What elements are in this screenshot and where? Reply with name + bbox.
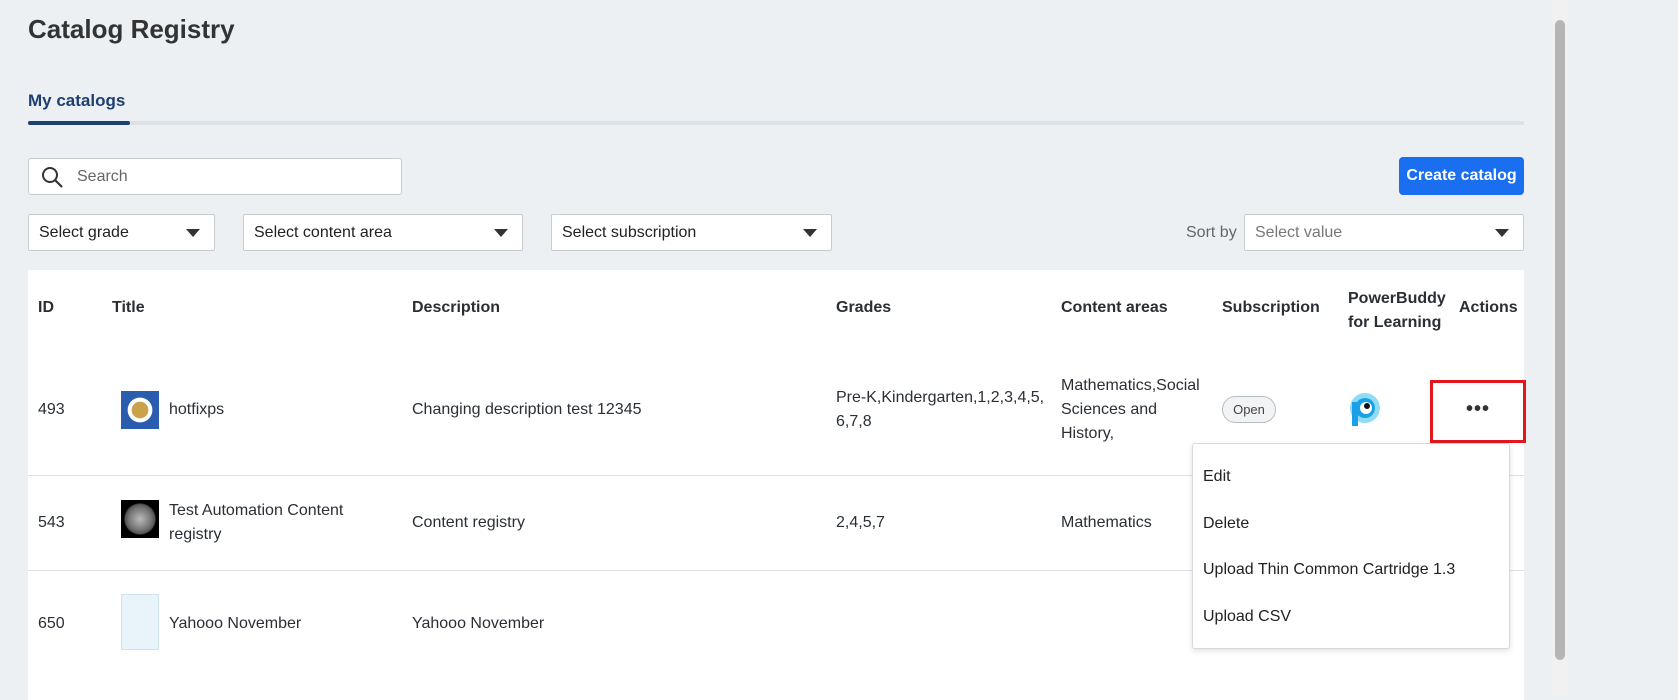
column-header-description: Description bbox=[412, 299, 501, 316]
row-divider bbox=[28, 475, 1524, 476]
column-header-grades: Grades bbox=[836, 299, 892, 316]
column-header-title: Title bbox=[112, 299, 145, 316]
row-description: Changing description test 12345 bbox=[412, 401, 642, 418]
row-grades: 2,4,5,7 bbox=[836, 514, 885, 531]
menu-item-delete[interactable]: Delete bbox=[1203, 515, 1250, 532]
chevron-down-icon bbox=[186, 228, 200, 237]
menu-item-edit[interactable]: Edit bbox=[1203, 468, 1231, 485]
chevron-down-icon bbox=[1495, 228, 1509, 237]
create-catalog-button[interactable]: Create catalog bbox=[1399, 157, 1524, 195]
row-grades: Pre-K,Kindergarten,1,2,3,4,5,6,7,8 bbox=[836, 389, 1045, 430]
subscription-badge: Open bbox=[1222, 396, 1276, 423]
subscription-select-value: Select subscription bbox=[562, 223, 697, 241]
grade-select-value: Select grade bbox=[39, 223, 129, 241]
grade-select[interactable]: Select grade bbox=[28, 214, 215, 251]
powerbuddy-icon bbox=[1350, 393, 1380, 426]
search-icon bbox=[42, 166, 63, 188]
tab-active-indicator bbox=[28, 121, 130, 125]
column-header-subscription: Subscription bbox=[1222, 299, 1320, 316]
menu-item-upload-csv[interactable]: Upload CSV bbox=[1203, 608, 1292, 625]
highlight-box bbox=[1430, 380, 1526, 443]
row-title[interactable]: Yahooo November bbox=[169, 615, 302, 632]
sort-select-value: Select value bbox=[1255, 223, 1343, 241]
actions-menu: Edit Delete Upload Thin Common Cartridge… bbox=[1192, 443, 1510, 649]
search-input[interactable] bbox=[77, 167, 377, 186]
chevron-down-icon bbox=[494, 228, 508, 237]
row-content-areas: Mathematics bbox=[1061, 514, 1152, 531]
row-id: 650 bbox=[38, 615, 65, 632]
tab-my-catalogs[interactable]: My catalogs bbox=[28, 91, 126, 110]
sort-by-label: Sort by bbox=[1186, 224, 1237, 241]
scrollbar-thumb[interactable] bbox=[1555, 20, 1565, 660]
catalog-thumbnail bbox=[121, 500, 159, 538]
menu-item-upload-thin-cc[interactable]: Upload Thin Common Cartridge 1.3 bbox=[1203, 561, 1456, 578]
column-header-powerbuddy: PowerBuddy for Learning bbox=[1348, 290, 1446, 331]
row-description: Content registry bbox=[412, 514, 525, 531]
row-id: 543 bbox=[38, 514, 65, 531]
row-divider bbox=[28, 570, 1524, 571]
content-area-select-value: Select content area bbox=[254, 223, 392, 241]
row-id: 493 bbox=[38, 401, 65, 418]
page-title: Catalog Registry bbox=[28, 14, 235, 44]
column-header-id: ID bbox=[38, 299, 54, 316]
column-header-content-areas: Content areas bbox=[1061, 299, 1168, 316]
subscription-select[interactable]: Select subscription bbox=[551, 214, 832, 251]
row-content-areas: Mathematics,Social Sciences and History, bbox=[1061, 377, 1200, 442]
row-title[interactable]: hotfixps bbox=[169, 401, 225, 418]
column-header-actions: Actions bbox=[1459, 299, 1518, 316]
content-area-select[interactable]: Select content area bbox=[243, 214, 523, 251]
chevron-down-icon bbox=[803, 228, 817, 237]
sort-select[interactable]: Select value bbox=[1244, 214, 1524, 251]
catalog-thumbnail bbox=[121, 594, 159, 650]
row-description: Yahooo November bbox=[412, 615, 545, 632]
row-title[interactable]: Test Automation Content registry bbox=[169, 502, 344, 543]
search-box[interactable] bbox=[28, 158, 402, 195]
catalog-thumbnail bbox=[121, 391, 159, 429]
tab-divider bbox=[28, 121, 1524, 125]
more-actions-icon[interactable]: ••• bbox=[1466, 398, 1491, 420]
